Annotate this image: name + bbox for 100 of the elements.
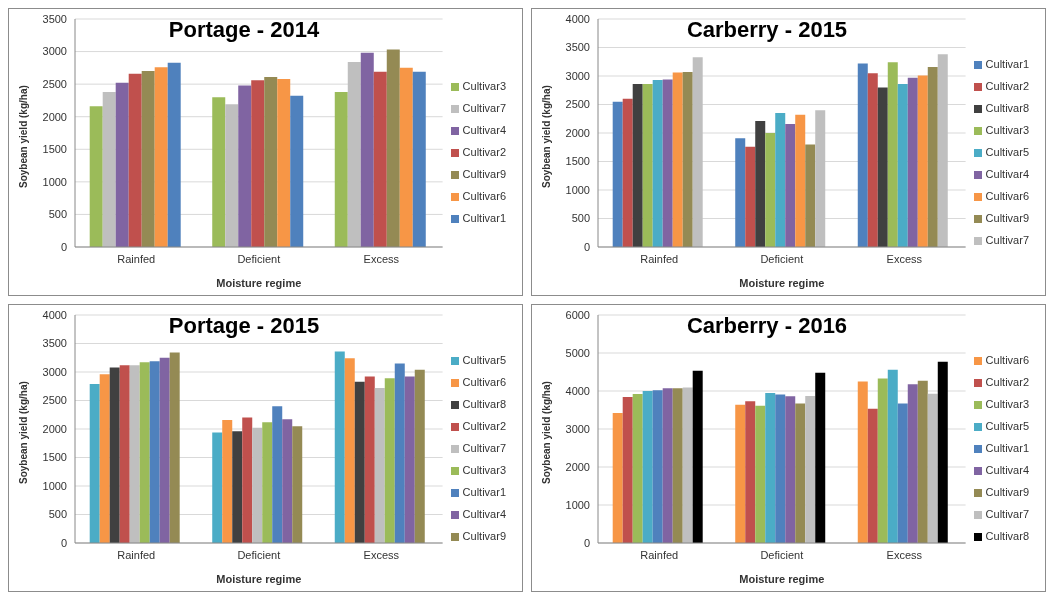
bar [612,413,623,543]
y-tick-label: 1000 [565,498,590,511]
bar [682,72,693,247]
legend-label: Cultivar8 [985,530,1029,542]
legend-label: Cultivar2 [462,146,506,158]
legend-label: Cultivar4 [462,124,506,136]
x-tick-label: Deficient [760,252,804,265]
x-tick-label: Deficient [760,548,804,561]
bar [119,365,130,543]
bar [612,101,623,247]
y-tick-label: 0 [583,240,590,253]
bar [290,95,304,247]
bar [672,388,683,543]
x-axis-title: Moisture regime [216,277,302,289]
bar [745,401,756,543]
bar [805,144,816,247]
bar [238,85,252,247]
legend-label: Cultivar6 [462,376,506,388]
bar [682,387,693,543]
bar [805,395,816,543]
legend-label: Cultivar7 [985,234,1029,246]
legend-label: Cultivar8 [462,398,506,410]
bar [99,374,110,543]
bar [141,71,155,247]
y-tick-label: 3000 [565,69,590,82]
bar [384,378,395,543]
bar [632,83,643,247]
bar [412,71,426,247]
bar [115,82,129,247]
bar [897,403,908,543]
chart-title: Portage - 2015 [167,313,321,339]
bar [857,63,868,247]
y-tick-label: 2000 [42,110,67,123]
legend-label: Cultivar8 [985,102,1029,114]
y-tick-label: 4000 [42,308,67,321]
bar [907,384,918,543]
y-tick-label: 0 [583,536,590,549]
bar [251,80,265,247]
bar [735,138,746,247]
legend-label: Cultivar3 [985,398,1029,410]
y-tick-label: 5000 [565,346,590,359]
legend-label: Cultivar9 [985,212,1029,224]
legend-label: Cultivar1 [985,442,1029,454]
x-tick-label: Excess [886,548,923,561]
bar [755,121,766,247]
bar [622,98,633,247]
bar [386,49,400,247]
legend-label: Cultivar2 [462,420,506,432]
y-tick-label: 3500 [565,41,590,54]
bar [222,419,233,543]
bar [642,391,653,543]
y-axis-title: Soybean yield (kg/ha) [540,85,552,188]
legend-label: Cultivar2 [985,376,1029,388]
bar [414,369,425,543]
legend-label: Cultivar7 [462,102,506,114]
x-tick-label: Excess [363,548,400,561]
bar [917,75,928,247]
legend-label: Cultivar4 [985,464,1029,476]
bar [360,52,374,247]
bar [167,62,181,247]
y-tick-label: 2500 [565,98,590,111]
bar [225,104,239,247]
bar [102,91,116,247]
legend-label: Cultivar3 [985,124,1029,136]
y-tick-label: 1500 [42,143,67,156]
bar [785,396,796,543]
bar [282,419,293,543]
legend-label: Cultivar7 [985,508,1029,520]
bar [937,54,948,247]
bar [662,79,673,247]
bar [272,406,283,543]
bar [907,77,918,247]
legend-label: Cultivar1 [462,486,506,498]
x-tick-label: Rainfed [117,252,156,265]
bar [212,432,223,543]
bar [887,62,898,247]
y-tick-label: 3000 [565,422,590,435]
y-tick-label: 500 [48,208,67,221]
y-tick-label: 0 [60,536,67,549]
bar [354,381,365,543]
bar [775,113,786,247]
y-tick-label: 3500 [42,12,67,25]
bar [795,403,806,543]
bar [128,73,142,247]
y-tick-label: 3000 [42,45,67,58]
y-tick-label: 500 [571,212,590,225]
bar [129,365,140,543]
legend-label: Cultivar1 [462,212,506,224]
y-tick-label: 6000 [565,308,590,321]
x-tick-label: Rainfed [640,252,679,265]
bar [937,361,948,543]
bar [154,67,168,247]
bar [344,358,355,543]
bar [242,417,253,543]
bar [815,372,826,543]
y-tick-label: 1000 [565,183,590,196]
bar [877,378,888,543]
bar [897,83,908,247]
y-tick-label: 3500 [42,337,67,350]
bar [765,133,776,247]
